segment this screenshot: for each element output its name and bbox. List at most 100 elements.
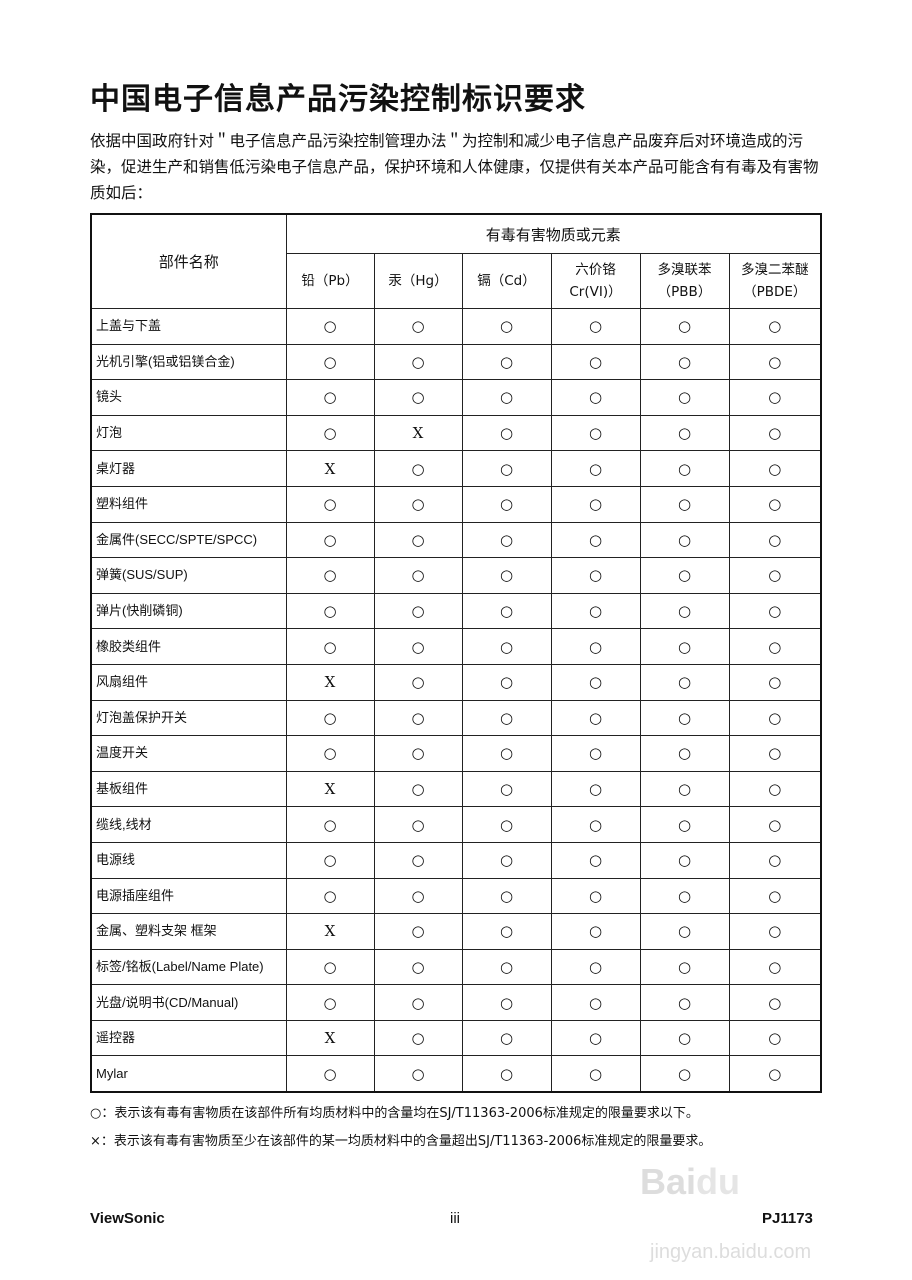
substance-status: ○: [550, 450, 641, 487]
footer-page-number: iii: [450, 1210, 460, 1227]
note-cross: ×：表示该有毒有害物质至少在该部件的某一均质材料中的含量超出SJ/T11363-…: [90, 1134, 712, 1150]
part-name: 风扇组件: [90, 663, 287, 701]
substance-status: ○: [728, 628, 822, 665]
part-name: 光盘/说明书(CD/Manual): [90, 984, 287, 1021]
substance-status: ○: [550, 984, 641, 1021]
column-header-line: 多溴二苯醚: [741, 262, 809, 278]
substance-status: ○: [461, 877, 552, 915]
part-name: 标签/铭板(Label/Name Plate): [90, 948, 287, 986]
column-header-line: 汞（Hg）: [388, 273, 448, 289]
part-name: 光机引擎(铝或铝镁合金): [90, 343, 287, 381]
substance-status: ○: [639, 628, 730, 665]
substance-status: ○: [285, 699, 375, 737]
substance-status: ○: [373, 379, 463, 416]
substance-status: ○: [461, 557, 552, 594]
substance-status: ○: [285, 735, 375, 772]
part-name: 遥控器: [90, 1019, 287, 1057]
substance-status: ○: [728, 485, 822, 523]
table-row: 金属件(SECC/SPTE/SPCC) ○ ○ ○ ○ ○ ○: [90, 521, 822, 559]
table-row: 弹片(快削磷铜) ○ ○ ○ ○ ○ ○: [90, 592, 822, 630]
substance-status: ○: [373, 557, 463, 594]
table-row: 风扇组件 X ○ ○ ○ ○ ○: [90, 663, 822, 701]
substance-status: ○: [550, 592, 641, 630]
substance-status: ○: [373, 913, 463, 950]
substance-status: ○: [461, 414, 552, 452]
table-row: 灯泡盖保护开关 ○ ○ ○ ○ ○ ○: [90, 699, 822, 737]
footer-brand: ViewSonic: [90, 1210, 165, 1227]
substance-status: ○: [373, 877, 463, 915]
substance-status: ○: [550, 948, 641, 986]
substance-status: ○: [728, 1019, 822, 1057]
part-name: 灯泡盖保护开关: [90, 699, 287, 737]
substance-status: ○: [728, 663, 822, 701]
substance-status: ○: [461, 663, 552, 701]
watermark-url: jingyan.baidu.com: [650, 1241, 812, 1263]
substance-column-header: 六价铬 Cr(VI)）: [550, 253, 641, 309]
table-row: 上盖与下盖 ○ ○ ○ ○ ○ ○: [90, 308, 822, 345]
substance-status: ○: [639, 557, 730, 594]
substance-column-header: 多溴联苯 （PBB）: [639, 253, 730, 309]
substance-status: ○: [373, 663, 463, 701]
substance-status: ○: [639, 592, 730, 630]
substance-status: ○: [639, 841, 730, 879]
substance-status: ○: [728, 414, 822, 452]
note-circle: ○：表示该有毒有害物质在该部件所有均质材料中的含量均在SJ/T11363-200…: [90, 1106, 699, 1122]
substance-status: ○: [461, 913, 552, 950]
substance-group-header: 有毒有害物质或元素: [285, 213, 822, 254]
intro-paragraph: 依据中国政府针对＂电子信息产品污染控制管理办法＂为控制和减少电子信息产品废弃后对…: [90, 132, 819, 202]
substance-status: ○: [373, 735, 463, 772]
substance-status: ○: [285, 628, 375, 665]
substance-column-header: 多溴二苯醚 （PBDE）: [728, 253, 822, 309]
substance-status: ○: [461, 450, 552, 487]
substance-status: ○: [639, 770, 730, 808]
substance-status: ○: [373, 308, 463, 345]
table-row: 塑料组件 ○ ○ ○ ○ ○ ○: [90, 485, 822, 523]
substance-status: ○: [728, 379, 822, 416]
substance-status: ○: [728, 699, 822, 737]
substance-status: ○: [285, 308, 375, 345]
substance-status: ○: [373, 948, 463, 986]
substance-status: ○: [285, 379, 375, 416]
table-row: 橡胶类组件 ○ ○ ○ ○ ○ ○: [90, 628, 822, 665]
substance-status: ○: [461, 1019, 552, 1057]
substance-status: ○: [550, 841, 641, 879]
substance-status: ○: [728, 1055, 822, 1093]
table-row: 电源线 ○ ○ ○ ○ ○ ○: [90, 841, 822, 879]
part-name-header: 部件名称: [90, 213, 287, 309]
column-header-line: （PBDE）: [743, 284, 807, 300]
substance-status: ○: [285, 948, 375, 986]
substance-status: ○: [461, 485, 552, 523]
substance-status: ○: [728, 806, 822, 843]
column-header-line: 镉（Cd）: [477, 273, 536, 289]
watermark-logo: Baidu: [640, 1161, 741, 1202]
substance-status: ○: [550, 485, 641, 523]
table-row: 桌灯器 X ○ ○ ○ ○ ○: [90, 450, 822, 487]
substance-status: ○: [461, 592, 552, 630]
part-name: 弹簧(SUS/SUP): [90, 557, 287, 594]
part-name: 金属、塑料支架 框架: [90, 913, 287, 950]
substance-status: ○: [373, 485, 463, 523]
substance-status: ○: [461, 735, 552, 772]
substance-status: ○: [639, 485, 730, 523]
table-row: 标签/铭板(Label/Name Plate) ○ ○ ○ ○ ○ ○: [90, 948, 822, 986]
substance-status: ○: [550, 770, 641, 808]
substance-column-header: 汞（Hg）: [373, 253, 463, 309]
substance-status: ○: [373, 343, 463, 381]
substance-status: X: [373, 414, 463, 452]
substance-status: ○: [285, 343, 375, 381]
substance-status: ○: [728, 308, 822, 345]
substance-status: ○: [461, 806, 552, 843]
table-row: 弹簧(SUS/SUP) ○ ○ ○ ○ ○ ○: [90, 557, 822, 594]
substance-status: ○: [461, 628, 552, 665]
hazardous-substances-table: 部件名称 有毒有害物质或元素 铅（Pb） 汞（Hg） 镉（Cd） 六价铬 Cr(VI)） 多…: [90, 213, 822, 1094]
substance-status: X: [285, 770, 375, 808]
table-row: Mylar ○ ○ ○ ○ ○ ○: [90, 1055, 822, 1093]
substance-status: ○: [285, 877, 375, 915]
table-row: 光机引擎(铝或铝镁合金) ○ ○ ○ ○ ○ ○: [90, 343, 822, 381]
table-row: 电源插座组件 ○ ○ ○ ○ ○ ○: [90, 877, 822, 915]
substance-status: ○: [728, 841, 822, 879]
footer-model: PJ1173: [762, 1210, 813, 1227]
table-row: 光盘/说明书(CD/Manual) ○ ○ ○ ○ ○ ○: [90, 984, 822, 1021]
part-name: 桌灯器: [90, 450, 287, 487]
